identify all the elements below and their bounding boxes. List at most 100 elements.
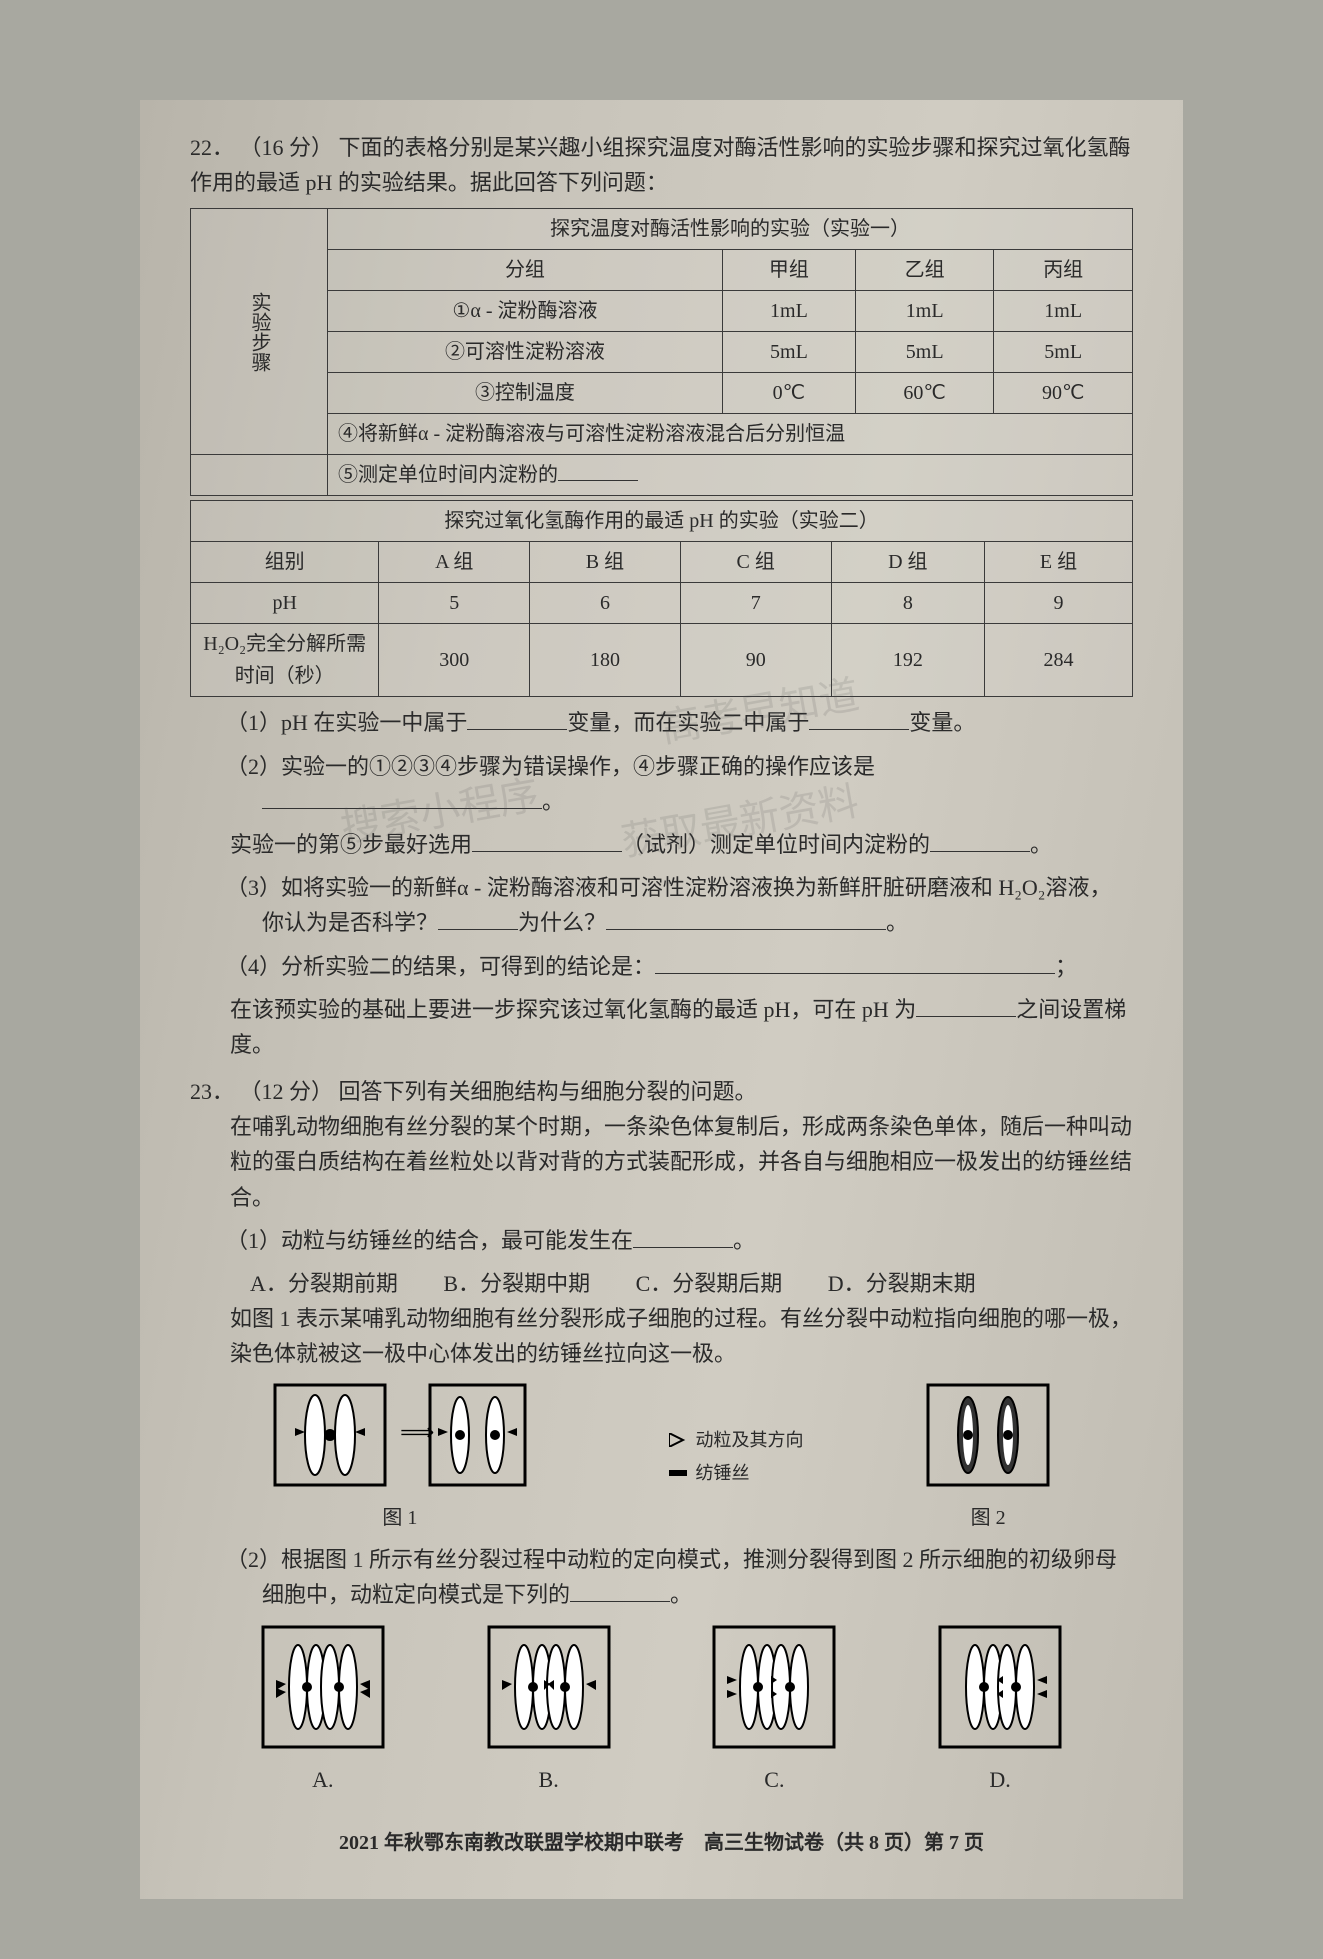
- t1r0c1: 1mL: [722, 291, 855, 332]
- figure-1: ⟹ 图 1: [270, 1380, 530, 1534]
- option-figures: A. B.: [210, 1622, 1113, 1797]
- text: （试剂）测定单位时间内淀粉的: [622, 832, 930, 857]
- t2-h3: C 组: [680, 542, 831, 583]
- fig1-label: 图 1: [270, 1502, 530, 1534]
- t1-row4: ④将新鲜α - 淀粉酶溶液与可溶性淀粉溶液混合后分别恒温: [328, 414, 1133, 455]
- text: 变量。: [909, 710, 975, 735]
- blank: [930, 828, 1030, 852]
- text: （1）动粒与纺锤丝的结合，最可能发生在: [226, 1228, 633, 1253]
- t1-h1: 甲组: [722, 250, 855, 291]
- q23-header: 23． （12 分） 回答下列有关细胞结构与细胞分裂的问题。: [190, 1074, 1133, 1109]
- q22-sub4a: （4）分析实验二的结果，可得到的结论是：；: [226, 949, 1133, 984]
- text: 实验一的第⑤步最好选用: [230, 832, 472, 857]
- t2-ph-label: pH: [191, 583, 379, 624]
- figures-row: ⟹ 图 1 动粒及其方向 纺锤丝: [210, 1380, 1113, 1534]
- text: 变量，而在实验二中属于: [567, 710, 809, 735]
- fig-option-b: B.: [484, 1622, 614, 1797]
- option-a: A．分裂期前期: [250, 1266, 398, 1301]
- t2-time-4: 284: [985, 624, 1133, 697]
- text: （4）分析实验二的结果，可得到的结论是：: [226, 954, 655, 979]
- table-experiment-1: 实验步骤 探究温度对酶活性影响的实验（实验一） 分组 甲组 乙组 丙组 ①α -…: [190, 208, 1133, 496]
- fig2-svg: [923, 1380, 1053, 1500]
- t1r2c0: ③控制温度: [328, 373, 723, 414]
- text: （1）pH 在实验一中属于: [226, 710, 467, 735]
- t2-ph-3: 8: [831, 583, 985, 624]
- text: 动粒及其方向: [695, 1426, 803, 1455]
- q23-sub1: （1）动粒与纺锤丝的结合，最可能发生在。: [226, 1223, 1133, 1258]
- figure-2: 图 2: [923, 1380, 1053, 1534]
- t2-ph-2: 7: [680, 583, 831, 624]
- t1r1c2: 5mL: [855, 332, 993, 373]
- blank: [467, 706, 567, 730]
- blank: [916, 993, 1016, 1017]
- t1r0c0: ①α - 淀粉酶溶液: [328, 291, 723, 332]
- fig2-label: 图 2: [923, 1502, 1053, 1534]
- table2-title: 探究过氧化氢酶作用的最适 pH 的实验（实验二）: [191, 501, 1133, 542]
- t2-time-label: H₂O₂完全分解所需时间（秒）: [191, 624, 379, 697]
- q23-number: 23．: [190, 1079, 234, 1104]
- page-footer: 2021 年秋鄂东南教改联盟学校期中联考 高三生物试卷（共 8 页）第 7 页: [190, 1827, 1133, 1859]
- q22-points: （16 分）: [240, 135, 334, 160]
- t2-time-0: 300: [379, 624, 530, 697]
- opt-c-label: C.: [709, 1762, 839, 1797]
- blank: [655, 949, 1055, 973]
- fig-option-c: C.: [709, 1622, 839, 1797]
- t1r2c3: 90℃: [994, 373, 1133, 414]
- legend-kinetochore: 动粒及其方向: [669, 1426, 803, 1455]
- blank: [262, 785, 542, 809]
- blank: [633, 1224, 733, 1248]
- q23-points: （12 分）: [240, 1079, 334, 1104]
- steps-label: 实验步骤: [191, 209, 328, 455]
- t1r2c2: 60℃: [855, 373, 993, 414]
- t2-ph-4: 9: [985, 583, 1133, 624]
- blank: [809, 706, 909, 730]
- t2-h4: D 组: [831, 542, 985, 583]
- t1r1c0: ②可溶性淀粉溶液: [328, 332, 723, 373]
- t1-h0: 分组: [328, 250, 723, 291]
- text: 为什么？: [518, 910, 606, 935]
- q22-sub1: （1）pH 在实验一中属于 变量，而在实验二中属于 变量。: [226, 705, 1133, 740]
- text: 在该预实验的基础上要进一步探究该过氧化氢酶的最适 pH，可在 pH 为: [230, 997, 916, 1022]
- q22-sub2a: （2）实验一的①②③④步骤为错误操作，④步骤正确的操作应该是。: [226, 749, 1133, 819]
- fig-option-d: D.: [935, 1622, 1065, 1797]
- opt-b-label: B.: [484, 1762, 614, 1797]
- t2-ph-1: 6: [530, 583, 681, 624]
- legend-spindle: 纺锤丝: [669, 1459, 803, 1488]
- t2-ph-0: 5: [379, 583, 530, 624]
- t1r0c3: 1mL: [994, 291, 1133, 332]
- blank: [472, 828, 622, 852]
- t2-time-2: 90: [680, 624, 831, 697]
- t2-time-3: 192: [831, 624, 985, 697]
- option-c: C．分裂期后期: [636, 1266, 783, 1301]
- text: （2）实验一的①②③④步骤为错误操作，④步骤正确的操作应该是: [226, 754, 875, 779]
- q22-sub3: （3）如将实验一的新鲜α - 淀粉酶溶液和可溶性淀粉溶液换为新鲜肝脏研磨液和 H…: [226, 870, 1133, 940]
- q22-sub4b: 在该预实验的基础上要进一步探究该过氧化氢酶的最适 pH，可在 pH 为之间设置梯…: [230, 992, 1133, 1062]
- t1r2c1: 0℃: [722, 373, 855, 414]
- t1-row5-prefix: ⑤测定单位时间内淀粉的: [338, 464, 558, 486]
- fig1-svg: ⟹: [270, 1380, 530, 1500]
- exam-page: 高考早知道 搜索小程序 获取最新资料 22． （16 分） 下面的表格分别是某兴…: [140, 100, 1183, 1899]
- fig-option-a: A.: [258, 1622, 388, 1797]
- text: 纺锤丝: [695, 1459, 749, 1488]
- blank: [438, 906, 518, 930]
- t2-time-1: 180: [530, 624, 681, 697]
- t1-h3: 丙组: [994, 250, 1133, 291]
- opt-a-label: A.: [258, 1762, 388, 1797]
- t2-h2: B 组: [530, 542, 681, 583]
- blank: [570, 1578, 670, 1602]
- legend: 动粒及其方向 纺锤丝: [669, 1422, 803, 1492]
- table1-title: 探究温度对酶活性影响的实验（实验一）: [328, 209, 1133, 250]
- q23-options: A．分裂期前期 B．分裂期中期 C．分裂期后期 D．分裂期末期: [250, 1266, 1133, 1301]
- q23-para: 在哺乳动物细胞有丝分裂的某个时期，一条染色体复制后，形成两条染色单体，随后一种叫…: [230, 1109, 1133, 1215]
- opt-d-label: D.: [935, 1762, 1065, 1797]
- option-d: D．分裂期末期: [828, 1266, 976, 1301]
- t1-row5-cell: ⑤测定单位时间内淀粉的: [328, 455, 1133, 496]
- q23-sub1-para: 如图 1 表示某哺乳动物细胞有丝分裂形成子细胞的过程。有丝分裂中动粒指向细胞的哪…: [230, 1301, 1133, 1371]
- t1-h2: 乙组: [855, 250, 993, 291]
- t2-h0: 组别: [191, 542, 379, 583]
- t1r0c2: 1mL: [855, 291, 993, 332]
- blank: [558, 459, 638, 481]
- q22-header: 22． （16 分） 下面的表格分别是某兴趣小组探究温度对酶活性影响的实验步骤和…: [190, 130, 1133, 200]
- option-b: B．分裂期中期: [443, 1266, 590, 1301]
- t2-h5: E 组: [985, 542, 1133, 583]
